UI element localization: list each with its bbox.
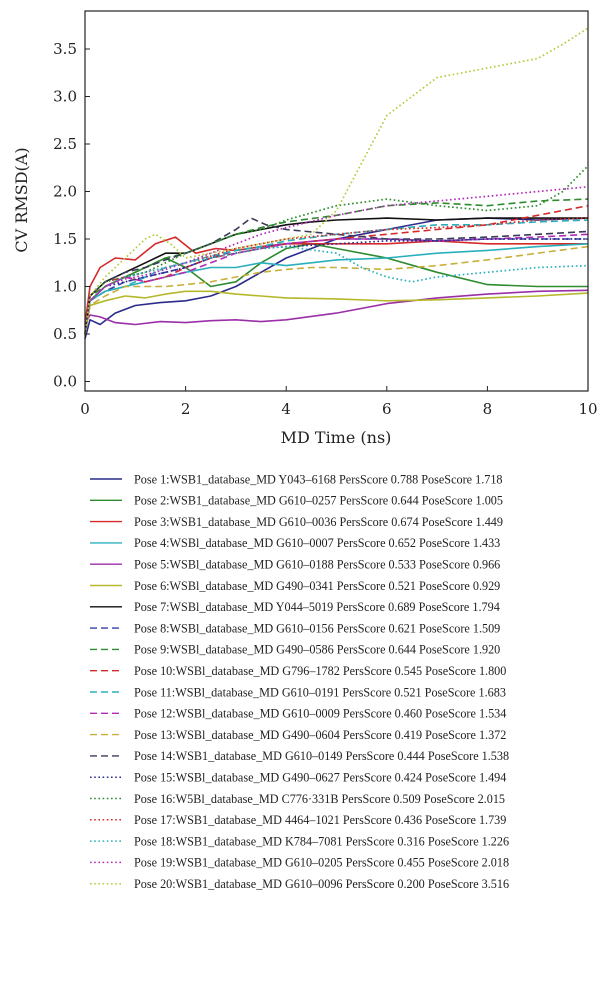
series-line-pose-18 bbox=[84, 245, 589, 335]
series-layer bbox=[84, 27, 589, 340]
legend-label-pose-20: Pose 20:WSB1_database_MD G610–0096 PersS… bbox=[134, 877, 509, 891]
series-line-pose-16 bbox=[84, 165, 589, 335]
x-axis-title: MD Time (ns) bbox=[281, 428, 392, 447]
x-tick-label: 2 bbox=[181, 400, 191, 418]
x-tick-label: 6 bbox=[382, 400, 392, 418]
x-axis: 0 2 4 6 8 10 bbox=[80, 386, 598, 418]
x-tick-label: 4 bbox=[281, 400, 291, 418]
y-tick-label: 1.5 bbox=[53, 230, 77, 248]
series-line-pose-3 bbox=[84, 236, 588, 325]
legend-label-pose-19: Pose 19:WSB1_database_MD G610–0205 PersS… bbox=[134, 856, 509, 870]
series-line-pose-17 bbox=[84, 217, 589, 335]
y-tick-label: 0.0 bbox=[53, 373, 77, 391]
series-line-pose-19 bbox=[84, 185, 589, 335]
series-line-pose-5 bbox=[84, 289, 589, 326]
legend-label-pose-16: Pose 16:W5Bl_database_MD C776·331B PersS… bbox=[134, 792, 505, 806]
y-tick-label: 1.0 bbox=[53, 278, 77, 296]
series-line-pose-6 bbox=[84, 290, 589, 335]
x-tick-label: 10 bbox=[578, 400, 597, 418]
legend-label-pose-3: Pose 3:WSB1_database_MD G610–0036 PersSc… bbox=[134, 515, 503, 529]
y-axis: 0.0 0.5 1.0 1.5 2.0 2.5 3.0 3.5 bbox=[53, 40, 90, 391]
series-line-pose-11 bbox=[84, 219, 589, 335]
legend-label-pose-18: Pose 18:WSB1_database_MD K784–7081 PersS… bbox=[134, 834, 509, 848]
series-line-pose-14 bbox=[84, 217, 589, 335]
plot-frame bbox=[84, 10, 589, 392]
legend-label-pose-11: Pose 11:WSBl_database_MD G610–0191 PersS… bbox=[134, 685, 506, 699]
series-line-pose-13 bbox=[84, 245, 589, 335]
legend-label-pose-6: Pose 6:WSBl_database_MD G490–0341 PersSc… bbox=[134, 579, 500, 593]
series-line-pose-9 bbox=[84, 198, 589, 335]
legend-label-pose-1: Pose 1:WSB1_database_MD Y043–6168 PersSc… bbox=[134, 472, 503, 486]
y-tick-label: 2.5 bbox=[53, 135, 77, 153]
x-tick-label: 0 bbox=[80, 400, 90, 418]
y-tick-label: 3.5 bbox=[53, 40, 77, 58]
legend-label-pose-5: Pose 5:WSBl_database_MD G610–0188 PersSc… bbox=[134, 558, 500, 572]
legend-label-pose-13: Pose 13:WSBl_database_MD G490–0604 PersS… bbox=[134, 728, 506, 742]
legend-label-pose-7: Pose 7:WSBl_database_MD Y044–5019 PersSc… bbox=[134, 600, 500, 614]
legend: Pose 1:WSB1_database_MD Y043–6168 PersSc… bbox=[90, 472, 509, 891]
series-line-pose-20 bbox=[84, 27, 589, 335]
series-line-pose-7 bbox=[84, 217, 588, 335]
y-axis-title: CV RMSD(A) bbox=[12, 147, 31, 252]
y-tick-label: 2.0 bbox=[53, 183, 77, 201]
y-tick-label: 0.5 bbox=[53, 325, 77, 343]
legend-label-pose-14: Pose 14:WSB1_database_MD G610–0149 PersS… bbox=[134, 749, 509, 763]
x-tick-label: 8 bbox=[483, 400, 493, 418]
legend-label-pose-17: Pose 17:WSB1_database_MD 4464–1021 PersS… bbox=[134, 813, 506, 827]
legend-label-pose-9: Pose 9:WSBl_database_MD G490–0586 PersSc… bbox=[134, 643, 500, 657]
legend-label-pose-8: Pose 8:WSBl_database_MD G610–0156 PersSc… bbox=[134, 621, 500, 635]
series-line-pose-4 bbox=[84, 243, 589, 335]
legend-label-pose-15: Pose 15:WSBl_database_MD G490–0627 PersS… bbox=[134, 771, 506, 785]
legend-label-pose-12: Pose 12:WSBl_database_MD G610–0009 PersS… bbox=[134, 707, 506, 721]
legend-label-pose-2: Pose 2:WSB1_database_MD G610–0257 PersSc… bbox=[134, 494, 503, 508]
legend-label-pose-10: Pose 10:WSBl_database_MD G796–1782 PersS… bbox=[134, 664, 506, 678]
y-tick-label: 3.0 bbox=[53, 88, 77, 106]
series-line-pose-2 bbox=[84, 243, 588, 335]
legend-label-pose-4: Pose 4:WSBl_database_MD G610–0007 PersSc… bbox=[134, 536, 500, 550]
